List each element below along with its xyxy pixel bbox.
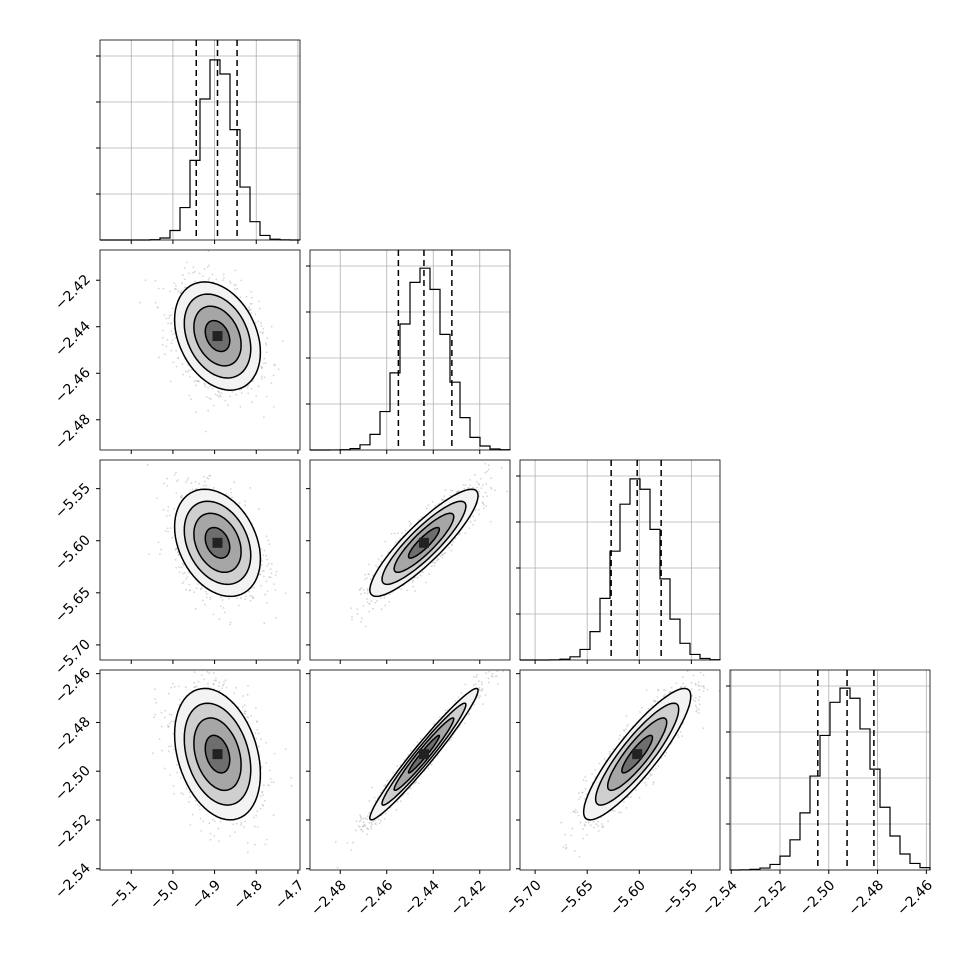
- y-tick-label: −5.65: [52, 584, 94, 626]
- x-tick-label: −2.52: [748, 877, 790, 919]
- y-tick-label: −5.60: [52, 532, 94, 574]
- x-tick-label: −2.46: [355, 877, 397, 919]
- scatter-panel-1-0: [99, 249, 301, 451]
- panel-content: [350, 462, 508, 628]
- y-tick-label: −2.54: [52, 860, 94, 902]
- scatter-panel-3-0: [99, 669, 301, 871]
- panel-border: [519, 669, 721, 871]
- panel-content: [139, 250, 284, 433]
- x-tick-label: −5.0: [147, 877, 182, 912]
- scatter-panel-2-0: [99, 459, 301, 661]
- panel-content: [152, 670, 293, 854]
- x-tick-label: −5.55: [659, 877, 701, 919]
- x-tick-label: −2.54: [699, 877, 741, 919]
- x-tick-label: −2.44: [401, 877, 443, 919]
- panel-border: [99, 249, 301, 451]
- x-tick-label: −2.48: [308, 877, 350, 919]
- panel-border: [309, 249, 511, 451]
- panel-border: [309, 669, 511, 871]
- density-peak: [632, 749, 643, 760]
- panel-content: [560, 670, 720, 858]
- histogram-3: [729, 687, 931, 871]
- hist-panel-2: [516, 459, 721, 661]
- panel-border: [99, 39, 301, 241]
- hist-panel-0: [96, 39, 301, 241]
- panel-border: [729, 669, 931, 871]
- density-peak: [418, 749, 429, 760]
- scatter-panel-2-1: [309, 459, 511, 661]
- x-tick-label: −4.9: [189, 877, 224, 912]
- panel-border: [99, 459, 301, 661]
- hist-panel-3: [726, 669, 931, 871]
- x-tick-label: −4.7: [272, 877, 307, 912]
- x-tick-label: −2.50: [797, 877, 839, 919]
- y-tick-label: −2.48: [52, 714, 94, 756]
- x-tick-label: −5.65: [555, 877, 597, 919]
- y-tick-label: −2.52: [52, 812, 94, 854]
- panel-border: [99, 669, 301, 871]
- x-tick-label: −2.42: [448, 877, 490, 919]
- scatter-panel-3-2: [519, 669, 721, 871]
- y-tick-label: −2.44: [52, 318, 94, 360]
- y-tick-label: −2.46: [52, 365, 94, 407]
- y-tick-label: −2.50: [52, 763, 94, 805]
- panel-content: [146, 463, 287, 626]
- density-peak: [418, 537, 429, 548]
- x-tick-label: −2.48: [846, 877, 888, 919]
- y-tick-label: −5.55: [52, 480, 94, 522]
- x-tick-label: −5.1: [106, 877, 141, 912]
- panel-content: [334, 670, 504, 869]
- panel-border: [309, 459, 511, 661]
- hist-panel-1: [306, 249, 511, 451]
- y-tick-label: −2.48: [52, 411, 94, 453]
- x-tick-label: −4.8: [231, 877, 266, 912]
- x-tick-label: −5.70: [503, 877, 545, 919]
- x-tick-label: −2.46: [894, 877, 936, 919]
- panel-border: [519, 459, 721, 661]
- density-peak: [212, 331, 223, 342]
- density-peak: [212, 537, 223, 548]
- panel-frame: [520, 460, 720, 660]
- x-tick-label: −5.60: [607, 877, 649, 919]
- density-peak: [212, 749, 223, 760]
- y-tick-label: −2.42: [52, 272, 94, 314]
- scatter-panel-3-1: [309, 669, 511, 871]
